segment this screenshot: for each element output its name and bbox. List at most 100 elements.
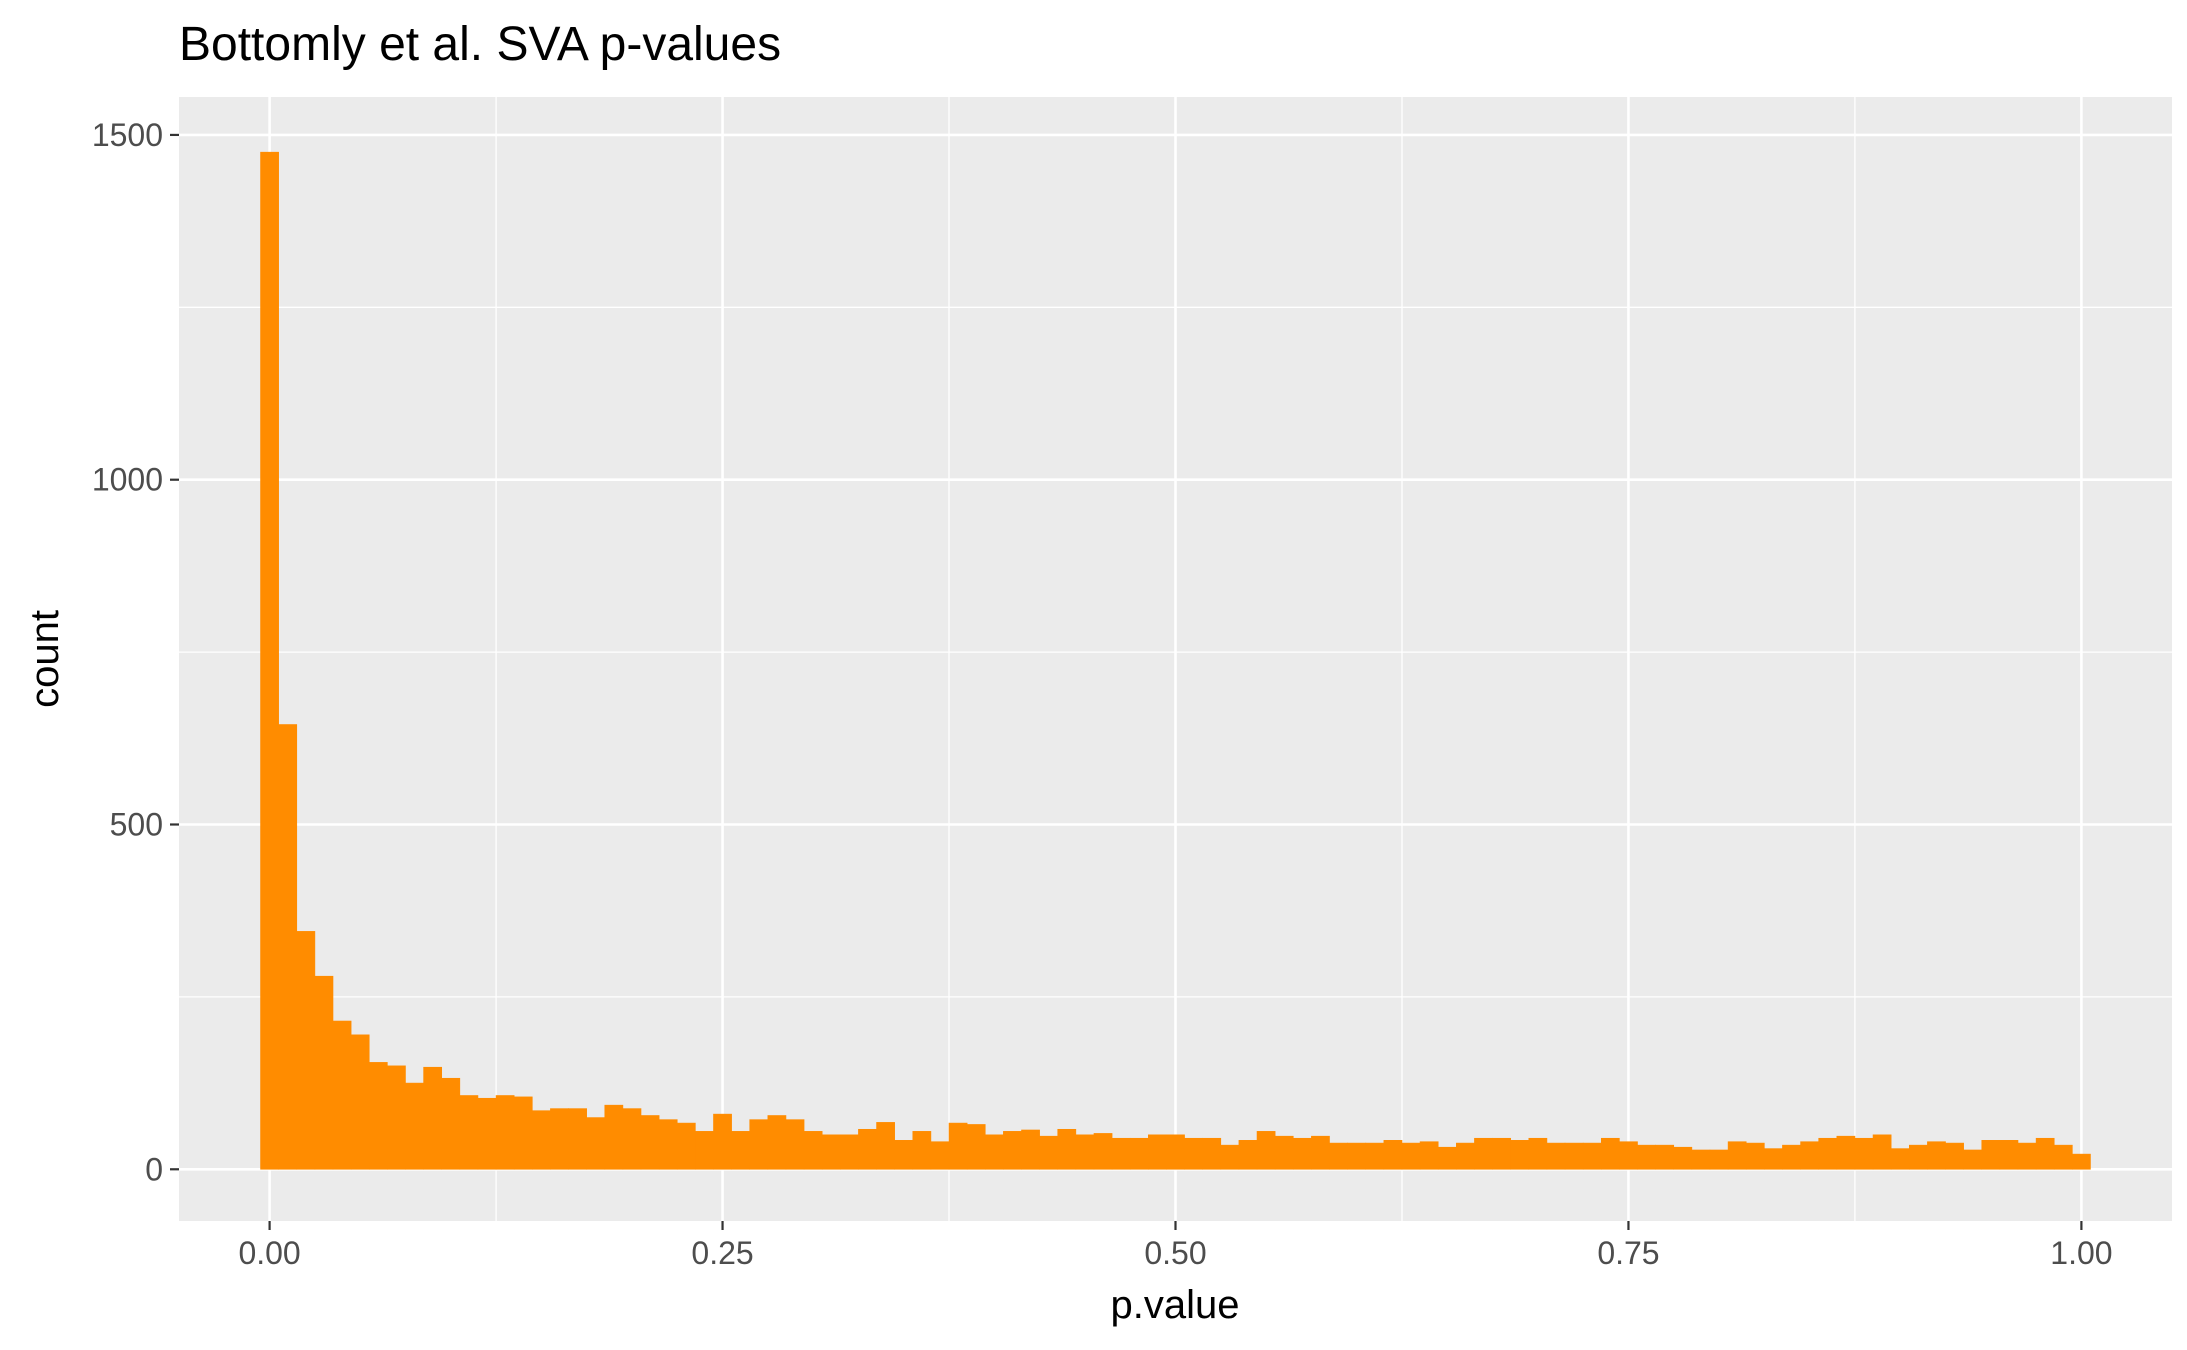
chart-title: Bottomly et al. SVA p-values (179, 18, 781, 71)
histogram-bars (260, 151, 2091, 1170)
histogram-bar (2017, 1142, 2037, 1170)
x-tick-label: 0.25 (691, 1235, 753, 1271)
histogram-bar (532, 1110, 551, 1170)
histogram-bar (1673, 1146, 1693, 1170)
histogram-bar (586, 1117, 606, 1170)
histogram-bar (1800, 1141, 1819, 1170)
histogram-bar (713, 1113, 732, 1170)
histogram-bar (513, 1096, 533, 1170)
histogram-bar (1093, 1133, 1113, 1170)
histogram-bar (314, 975, 334, 1170)
histogram-bar (622, 1108, 642, 1170)
histogram-bar (1311, 1135, 1330, 1170)
histogram-bar (1655, 1144, 1675, 1170)
histogram-bar (1238, 1140, 1258, 1170)
histogram-bar (785, 1119, 805, 1170)
histogram-bar (1872, 1134, 1892, 1170)
histogram-bar (1691, 1149, 1711, 1170)
histogram-bar (912, 1131, 932, 1170)
x-tick-label: 0.00 (238, 1235, 300, 1271)
x-axis-title: p.value (1111, 1283, 1240, 1327)
histogram-bar (1148, 1134, 1167, 1170)
histogram-bar (640, 1115, 660, 1170)
histogram-bar (1510, 1140, 1530, 1170)
x-axis-ticks: 0.00 0.25 0.50 0.75 1.00 (238, 1221, 2113, 1271)
histogram-bar (1963, 1149, 1983, 1170)
histogram-bar (1202, 1137, 1222, 1170)
histogram-bar (2053, 1144, 2073, 1170)
histogram-bar (1383, 1140, 1403, 1170)
histogram-bar (1764, 1148, 1783, 1170)
histogram-bar (2035, 1137, 2055, 1170)
histogram-bar (278, 724, 298, 1170)
y-tick-label: 1500 (92, 117, 163, 153)
histogram-bar (658, 1119, 678, 1170)
histogram-bar (1166, 1134, 1185, 1170)
x-tick-label: 0.50 (1144, 1235, 1206, 1271)
histogram-bar (568, 1108, 587, 1170)
histogram-bar (767, 1115, 787, 1170)
histogram-bar (459, 1095, 479, 1170)
x-tick-label: 1.00 (2050, 1235, 2112, 1271)
y-tick-label: 500 (110, 806, 163, 842)
histogram-bar (1365, 1142, 1385, 1170)
histogram-bar (930, 1141, 950, 1170)
histogram-bar (1003, 1131, 1022, 1170)
x-tick-label: 0.75 (1597, 1235, 1659, 1271)
histogram-bar (1945, 1142, 1964, 1170)
histogram-bar (441, 1077, 461, 1170)
histogram-bar (858, 1128, 877, 1170)
histogram-bar (1021, 1129, 1040, 1170)
histogram-bar (1474, 1137, 1493, 1170)
histogram-bar (1456, 1142, 1475, 1170)
histogram-bar (1075, 1134, 1095, 1170)
histogram-bar (1220, 1144, 1240, 1170)
histogram-bar (1111, 1137, 1131, 1170)
histogram-bar (332, 1020, 352, 1170)
histogram-bar (731, 1131, 751, 1170)
histogram-bar (1057, 1128, 1077, 1170)
histogram-bar (1927, 1141, 1946, 1170)
histogram-bar (1818, 1137, 1838, 1170)
histogram-bar (260, 151, 279, 1170)
histogram-bar (676, 1122, 696, 1170)
histogram-bar (495, 1095, 515, 1170)
histogram-bar (2072, 1153, 2091, 1170)
histogram-bar (1347, 1142, 1367, 1170)
histogram-bar (695, 1131, 714, 1170)
y-axis-ticks: 0 500 1000 1500 (92, 117, 179, 1187)
y-tick-label: 1000 (92, 462, 163, 498)
histogram-bar (1836, 1135, 1856, 1170)
histogram-bar (1437, 1146, 1457, 1170)
histogram-bar (1292, 1137, 1312, 1170)
histogram-bar (1600, 1137, 1620, 1170)
histogram-bar (1908, 1144, 1928, 1170)
histogram-bar (1890, 1148, 1910, 1170)
histogram-bar (1981, 1140, 2001, 1170)
histogram-bar (894, 1140, 914, 1170)
histogram-bar (821, 1134, 841, 1170)
histogram-bar (1582, 1142, 1602, 1170)
histogram-bar (1528, 1137, 1548, 1170)
histogram-bar (1564, 1142, 1584, 1170)
histogram-bar (1274, 1135, 1294, 1170)
histogram-bar (1329, 1142, 1348, 1170)
histogram-bar (1637, 1144, 1656, 1170)
histogram-bar (1419, 1141, 1439, 1170)
y-axis-title: count (23, 610, 67, 708)
histogram-bar (477, 1097, 497, 1170)
histogram-bar (296, 931, 316, 1170)
histogram-bar (1401, 1142, 1421, 1170)
histogram-bar (1546, 1142, 1566, 1170)
histogram-bar (876, 1122, 895, 1170)
histogram-bar (368, 1062, 388, 1170)
histogram-bar (1619, 1141, 1638, 1170)
histogram-bar (803, 1131, 823, 1170)
histogram-bar (749, 1119, 769, 1170)
histogram-bar (984, 1134, 1004, 1170)
y-tick-label: 0 (145, 1151, 163, 1187)
histogram-bar (1727, 1141, 1747, 1170)
histogram-bar (387, 1065, 406, 1170)
